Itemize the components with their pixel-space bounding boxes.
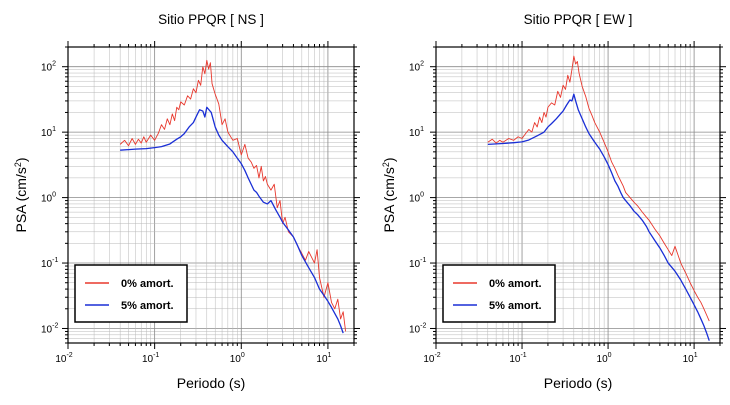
legend-label: 0% amort. <box>489 278 542 290</box>
x-tick-label-exp: -1 <box>153 352 159 359</box>
legend: 0% amort. 5% amort. <box>442 264 556 323</box>
x-tick-label-base: 10 <box>597 354 609 365</box>
x-tick-label-exp: -1 <box>520 352 526 359</box>
y-tick-label-exp: -2 <box>420 322 426 329</box>
x-axis-label: Periodo (s) <box>544 375 612 391</box>
series-line-5-amort <box>487 93 710 341</box>
x-tick-label-exp: -2 <box>66 352 72 359</box>
y-tick-label-exp: 2 <box>52 61 56 68</box>
x-tick-label-base: 10 <box>142 354 154 365</box>
y-tick-label-base: 10 <box>41 63 53 74</box>
y-tick-label: 10-2 <box>41 322 58 335</box>
y-tick-label: 100 <box>41 192 56 205</box>
y-tick-label-exp: -2 <box>52 322 58 329</box>
y-tick-label-exp: 0 <box>52 192 56 199</box>
y-tick-label-base: 10 <box>41 128 53 139</box>
series-line-0-amort <box>487 55 710 322</box>
y-tick-label-base: 10 <box>409 259 421 270</box>
y-tick-label-base: 10 <box>41 194 53 205</box>
x-tick-label: 10-2 <box>55 352 72 365</box>
legend: 0% amort. 5% amort. <box>74 264 188 323</box>
y-tick-label-exp: -1 <box>420 257 426 264</box>
y-axis-label-close: ) <box>381 157 397 162</box>
legend-box <box>442 264 556 323</box>
x-tick-label: 101 <box>316 352 331 365</box>
x-tick-label: 101 <box>683 352 698 365</box>
y-tick-label: 10-1 <box>409 257 426 270</box>
plot-frame <box>435 46 721 344</box>
x-axis-label: Periodo (s) <box>177 375 245 391</box>
y-tick-label-exp: 2 <box>420 61 424 68</box>
legend-label: 5% amort. <box>121 300 174 312</box>
x-tick-label-base: 10 <box>316 354 328 365</box>
chart-title: Sitio PPQR [ NS ] <box>158 12 264 27</box>
y-tick-label: 101 <box>409 126 424 139</box>
y-tick-label-base: 10 <box>41 259 53 270</box>
x-tick-label-base: 10 <box>230 354 242 365</box>
y-tick-label-base: 10 <box>409 194 421 205</box>
y-axis-label-sup: 2 <box>381 162 391 167</box>
y-tick-label-base: 10 <box>409 63 421 74</box>
y-tick-label-base: 10 <box>409 324 421 335</box>
x-tick-label-exp: -2 <box>434 352 440 359</box>
series-line-0-amort <box>119 59 347 332</box>
y-tick-label: 100 <box>409 192 424 205</box>
legend-box <box>74 264 188 323</box>
x-tick-label: 100 <box>230 352 245 365</box>
x-tick-label-base: 10 <box>423 354 435 365</box>
x-tick-label-exp: 1 <box>328 352 332 359</box>
gridlines <box>435 46 721 344</box>
x-tick-label-base: 10 <box>509 354 521 365</box>
y-tick-label: 10-1 <box>41 257 58 270</box>
y-axis-label-sup: 2 <box>13 162 23 167</box>
y-tick-label-base: 10 <box>409 128 421 139</box>
x-tick-label: 10-1 <box>142 352 159 365</box>
y-tick-label-exp: 0 <box>420 192 424 199</box>
x-tick-label: 100 <box>597 352 612 365</box>
chart-title: Sitio PPQR [ EW ] <box>524 12 633 27</box>
y-tick-label: 10-2 <box>409 322 426 335</box>
x-tick-label: 10-2 <box>423 352 440 365</box>
x-tick-label-base: 10 <box>55 354 67 365</box>
y-tick-label: 102 <box>409 61 424 74</box>
x-tick-label-exp: 0 <box>608 352 612 359</box>
y-tick-label: 102 <box>41 61 56 74</box>
y-tick-label-base: 10 <box>41 324 53 335</box>
y-tick-label-exp: 1 <box>52 126 56 133</box>
y-tick-label-exp: 1 <box>420 126 424 133</box>
y-axis-label: PSA (cm/s2) <box>381 157 397 232</box>
tick-marks <box>62 41 360 349</box>
x-tick-label-exp: 1 <box>694 352 698 359</box>
y-axis-label-main: PSA (cm/s <box>13 167 29 232</box>
x-tick-label: 10-1 <box>509 352 526 365</box>
x-tick-label-exp: 0 <box>241 352 245 359</box>
x-tick-label-base: 10 <box>683 354 695 365</box>
y-tick-label-exp: -1 <box>52 257 58 264</box>
legend-label: 0% amort. <box>121 278 174 290</box>
y-axis-label: PSA (cm/s2) <box>13 157 29 232</box>
y-axis-label-close: ) <box>13 157 29 162</box>
y-tick-label: 101 <box>41 126 56 139</box>
y-axis-label-main: PSA (cm/s <box>381 167 397 232</box>
plot-frame <box>67 46 355 344</box>
legend-label: 5% amort. <box>489 300 542 312</box>
tick-marks <box>430 41 726 349</box>
series-line-5-amort <box>120 106 344 334</box>
